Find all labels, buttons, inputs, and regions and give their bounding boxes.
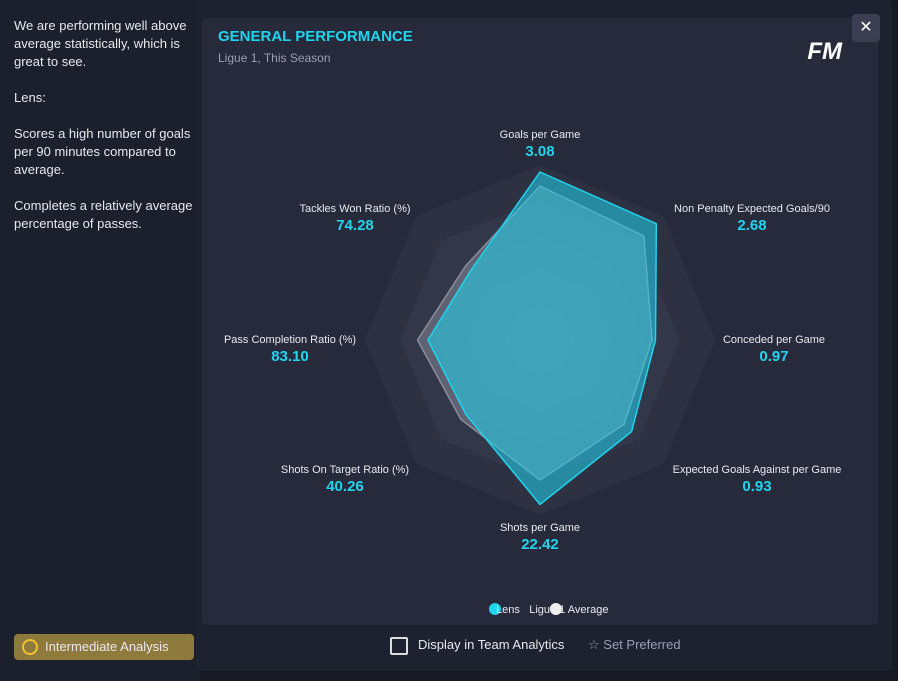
axis-label: Non Penalty Expected Goals/90	[674, 203, 830, 215]
axis-label: Conceded per Game	[723, 334, 825, 346]
display-label: Display in Team Analytics	[418, 637, 565, 652]
stat-value: 83.10	[271, 348, 309, 365]
axis-label: Expected Goals Against per Game	[673, 464, 842, 476]
axis-label: Tackles Won Ratio (%)	[299, 203, 410, 215]
stat-value: 40.26	[326, 478, 364, 495]
summary: Scores a high number of goals per 90 min…	[14, 126, 191, 177]
stat-value: 22.42	[521, 536, 559, 553]
summary: We are performing well above average sta…	[14, 18, 187, 69]
set-preferred[interactable]: ☆ Set Preferred	[588, 637, 681, 652]
chart: Goals per Game 3.08 Non Penalty Expected G…	[224, 129, 842, 616]
summary: Lens:	[14, 90, 46, 105]
display-checkbox[interactable]: Display in Team Analytics	[390, 635, 564, 655]
legend-swatch	[549, 603, 562, 615]
subtitle: Ligue 1, This Season	[218, 51, 331, 65]
title: GENERAL PERFORMANCE	[218, 28, 413, 45]
preferred-label: Set Preferred	[603, 637, 681, 652]
stat-value: 0.97	[759, 348, 788, 365]
sidebar: We are performing well above average sta…	[0, 0, 200, 681]
stat-value: 2.68	[737, 217, 766, 234]
logo: FM	[807, 38, 842, 65]
radar-area	[427, 171, 658, 506]
analysis-button[interactable]: Intermediate Analysis	[14, 634, 194, 660]
axis-label: Shots On Target Ratio (%)	[281, 464, 409, 476]
stat-value: 74.28	[336, 217, 374, 234]
stat-value: 0.93	[742, 478, 771, 495]
analysis-label: Intermediate Analysis	[45, 639, 169, 654]
axis-label: Goals per Game	[500, 129, 581, 141]
stat-value: 3.08	[525, 143, 554, 160]
legend-swatch	[489, 603, 501, 615]
axis-label: Shots per Game	[500, 522, 580, 534]
legend-label: Ligue 1 Average	[529, 604, 608, 616]
close-button[interactable]: ✕	[852, 14, 880, 42]
summary: Completes a relatively average percentag…	[14, 198, 193, 231]
legend-label: Lens	[496, 604, 520, 616]
axis-label: Pass Completion Ratio (%)	[224, 334, 356, 346]
